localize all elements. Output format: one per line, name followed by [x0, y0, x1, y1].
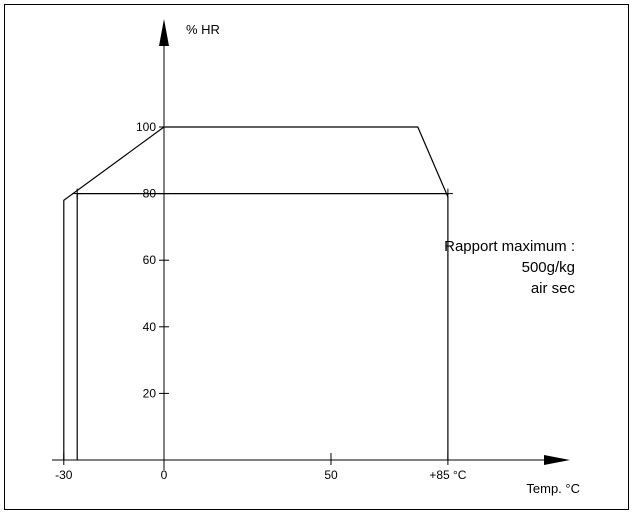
y-axis-title: % HR — [186, 22, 220, 37]
y-tick-label-2: 60 — [143, 253, 157, 267]
x-tick-label-1: 0 — [161, 468, 168, 482]
series-line-0 — [63, 126, 449, 460]
y-tick-label-4: 100 — [136, 120, 156, 134]
series-layer — [63, 126, 453, 460]
x-axis-title: Temp. °C — [526, 481, 580, 496]
x-axis-arrow — [544, 455, 570, 465]
y-tick-label-0: 20 — [143, 386, 157, 400]
annotation-line-1: Rapport maximum : — [444, 238, 575, 255]
y-tick-label-3: 80 — [143, 187, 157, 201]
series-line-1 — [76, 193, 448, 460]
axes-layer — [52, 19, 570, 470]
annotation-line-2: 500g/kg — [522, 259, 575, 276]
x-tick-label-0: -30 — [55, 468, 73, 482]
chart-frame — [4, 4, 629, 510]
x-tick-label-3: +85 °C — [429, 468, 466, 482]
y-tick-label-1: 40 — [143, 320, 157, 334]
ticks-layer: 20 40 60 80 100 -30 0 50 +85 °C — [55, 120, 467, 482]
x-tick-label-2: 50 — [324, 468, 338, 482]
y-axis-arrow — [159, 19, 169, 46]
annotation: Rapport maximum : 500g/kg air sec — [444, 238, 575, 297]
annotation-line-3: air sec — [531, 280, 576, 297]
